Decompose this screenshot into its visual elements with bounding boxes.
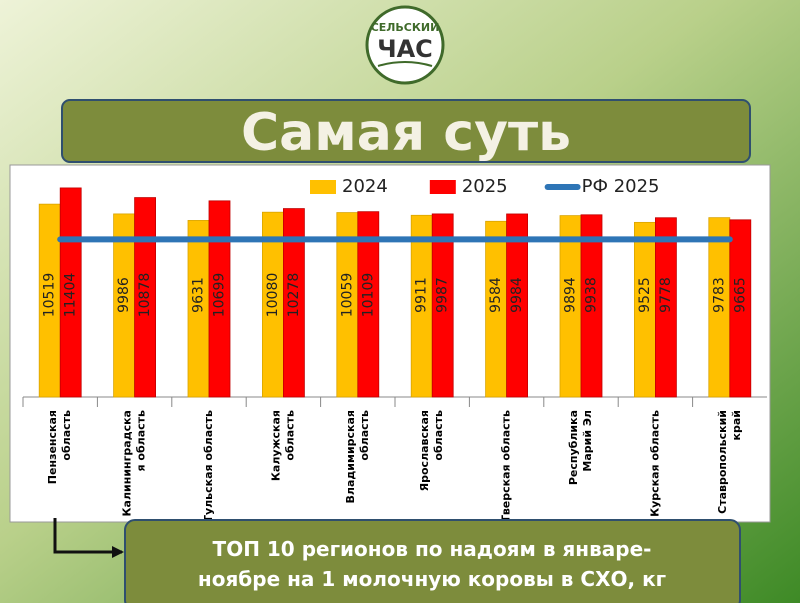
value-label: 10278 — [286, 273, 302, 318]
value-label: 9984 — [509, 277, 525, 313]
value-label: 10519 — [42, 273, 58, 318]
bar — [506, 213, 529, 398]
value-label: 9525 — [637, 277, 653, 313]
bar — [729, 219, 752, 398]
subtitle-box — [124, 519, 741, 603]
x-tick-label: Тверская область — [500, 410, 513, 523]
legend-swatch — [310, 180, 336, 194]
x-tick-label: Курская область — [648, 410, 661, 517]
value-label: 10080 — [265, 273, 281, 318]
legend-label: 2025 — [462, 176, 508, 197]
x-tick-label: Калининградская область — [121, 410, 148, 516]
x-tick-label: Тульская область — [202, 410, 215, 523]
value-label: 9911 — [414, 277, 430, 313]
x-tick-label: Ставропольскийкрай — [716, 410, 743, 514]
value-label: 11404 — [63, 273, 79, 318]
logo: СЕЛЬСКИЙ ЧАС — [365, 5, 445, 85]
value-label: 9584 — [488, 277, 504, 313]
bar — [134, 197, 157, 398]
x-tick-label: Калужскаяобласть — [269, 410, 296, 481]
x-tick-label: Пензенскаяобласть — [46, 410, 73, 484]
value-label: 9665 — [732, 277, 748, 313]
value-label: 10878 — [137, 273, 153, 318]
bar — [431, 213, 454, 398]
x-tick-label: Владимирскаяобласть — [344, 410, 371, 504]
plot: Пензенскаяобласть 10519 11404 Калининградск… — [22, 176, 767, 523]
legend-label: РФ 2025 — [582, 176, 660, 197]
logo-line — [377, 61, 433, 67]
value-label: 9987 — [435, 277, 451, 313]
bar — [655, 217, 677, 398]
value-label: 9783 — [711, 277, 727, 313]
value-label: 10059 — [339, 273, 355, 318]
value-label: 9986 — [116, 277, 132, 313]
bar — [580, 214, 603, 398]
bar — [208, 200, 231, 398]
chart-title: Самая суть — [241, 103, 571, 163]
bar — [357, 211, 380, 398]
value-label: 10109 — [360, 273, 376, 318]
x-tick-label: Ярославскаяобласть — [418, 410, 445, 491]
arrow-head — [112, 546, 124, 558]
legend-label: 2024 — [342, 176, 388, 197]
x-tick-label: РеспубликаМарий Эл — [567, 410, 594, 485]
legend-swatch — [429, 180, 456, 194]
value-label: 9894 — [563, 277, 579, 313]
title-banner — [61, 99, 751, 163]
logo-top: СЕЛЬСКИЙ — [371, 21, 440, 34]
value-label: 9631 — [191, 277, 207, 313]
value-label: 9938 — [584, 277, 600, 313]
value-label: 10699 — [212, 273, 228, 318]
arrow — [53, 518, 122, 554]
bar — [282, 208, 305, 398]
logo-bottom: ЧАС — [377, 35, 433, 63]
value-label: 9778 — [658, 277, 674, 313]
subtitle: ТОП 10 регионов по надоям в январе-ноябр… — [198, 537, 666, 591]
